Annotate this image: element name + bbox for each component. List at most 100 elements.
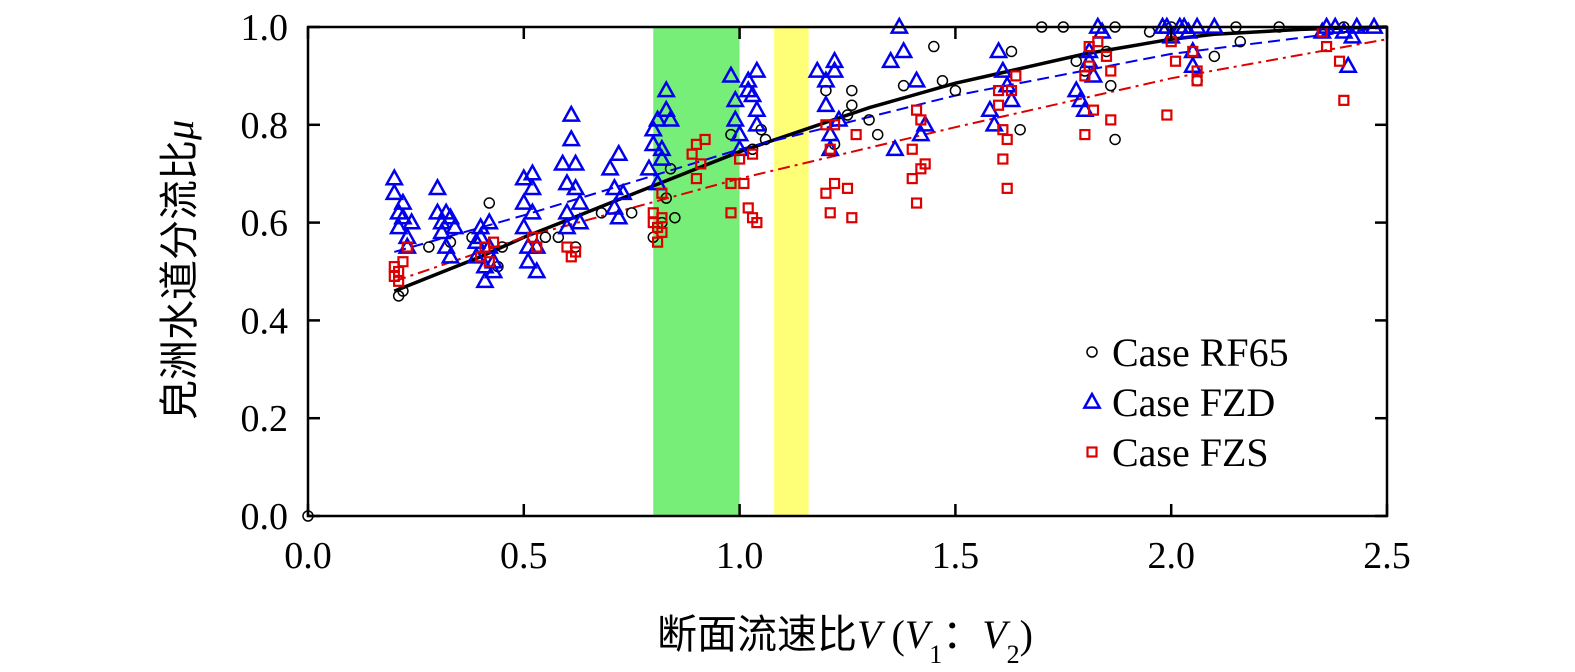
x-tick-label: 0.5 [500, 535, 548, 577]
data-point-case-fzd [514, 192, 534, 210]
data-points [302, 16, 1384, 522]
x-tick-label: 1.0 [716, 535, 764, 577]
data-point-case-fzd [911, 124, 931, 142]
data-point-case-fzd [470, 216, 491, 235]
data-point-case-rf65 [1014, 123, 1026, 136]
x-axis-v2-sub: 2 [1007, 640, 1020, 669]
data-point-case-fzs [531, 241, 543, 253]
fit-lines [393, 25, 1388, 293]
data-point-case-fzd [747, 60, 767, 78]
shaded-band-1 [774, 27, 809, 516]
plot-frame [306, 25, 1389, 518]
data-point-case-rf65 [625, 207, 638, 219]
data-point-case-fzd [652, 148, 672, 166]
data-point-case-fzs [1169, 55, 1182, 67]
data-point-case-fzd [807, 60, 828, 78]
data-point-case-fzd [725, 109, 746, 127]
axis-ticks: 0.0 0.5 1.0 1.5 2.0 2.5 0.0 0.2 0.4 0.6 0.8 1.0 [241, 7, 1411, 577]
data-point-case-fzd [527, 260, 547, 279]
data-point-case-fzd [565, 153, 586, 171]
data-point-case-fzs [915, 114, 927, 126]
data-point-case-fzd [738, 70, 758, 88]
y-tick-label: 0.0 [241, 496, 289, 538]
data-point-case-fzd [440, 207, 461, 225]
data-point-case-fzd [1178, 21, 1199, 39]
data-point-case-fzd [647, 109, 668, 127]
x-tick-label: 2.5 [1363, 535, 1411, 577]
data-point-case-fzs [656, 226, 668, 238]
data-point-case-fzd [565, 177, 586, 196]
legend-item-case-fzs: Case FZS [1086, 430, 1269, 475]
data-point-case-fzs [733, 153, 746, 165]
data-point-case-fzs [828, 177, 841, 190]
data-point-case-fzd [643, 119, 664, 137]
data-point-case-fzs [1320, 40, 1333, 53]
y-tick-label: 1.0 [241, 7, 289, 49]
data-point-case-fzd [384, 182, 405, 201]
data-point-case-rf65 [871, 128, 884, 141]
data-point-case-fzs [906, 143, 918, 155]
data-point-case-fzd [570, 212, 590, 230]
data-point-case-fzs [1105, 114, 1117, 126]
data-point-case-fzs [992, 99, 1005, 111]
data-point-case-rf65 [759, 133, 772, 146]
data-point-case-fzd [475, 270, 495, 289]
data-point-case-fzd [742, 84, 763, 103]
data-point-case-fzd [1001, 89, 1022, 108]
data-point-case-fzd [652, 138, 672, 157]
data-point-case-fzs [824, 143, 836, 155]
data-point-case-fzs [699, 133, 711, 146]
data-point-case-fzs [919, 158, 931, 170]
data-point-case-fzd [445, 216, 465, 235]
data-point-case-fzs [1105, 65, 1117, 77]
data-point-case-fzd [993, 60, 1013, 78]
series-case-fzs [388, 26, 1350, 287]
data-point-case-fzd [561, 104, 582, 122]
data-point-case-fzs [1333, 55, 1346, 67]
data-point-case-fzd [393, 207, 413, 225]
data-point-case-fzs [824, 207, 836, 219]
data-point-case-fzs [828, 119, 841, 131]
data-point-case-fzd [440, 246, 461, 264]
data-point-case-fzd [388, 216, 409, 235]
data-point-case-fzd [893, 40, 914, 59]
data-point-case-fzd [656, 99, 676, 117]
data-point-case-rf65 [1208, 50, 1221, 63]
data-point-case-fzd [436, 236, 456, 254]
x-axis-v1-sub: 1 [929, 640, 942, 669]
data-point-case-fzd [552, 153, 573, 171]
data-point-case-fzs [910, 197, 923, 209]
x-axis-title-cn: 断面流速比 [657, 612, 857, 657]
data-point-case-fzd [725, 89, 746, 108]
shaded-band-0 [653, 27, 740, 516]
data-point-case-rf65 [1005, 45, 1018, 58]
data-point-case-fzd [522, 177, 543, 196]
legend-label-case-fzd: Case FZD [1112, 380, 1275, 425]
data-point-case-rf65 [1234, 35, 1247, 48]
data-point-case-fzd [984, 114, 1004, 132]
data-point-case-fzs [820, 187, 832, 199]
data-point-case-fzs [656, 187, 668, 199]
data-point-case-fzd [643, 133, 664, 152]
data-point-case-fzs [401, 241, 413, 253]
legend-marker-case-fzs [1086, 446, 1098, 458]
x-axis-colon: ： [942, 612, 982, 657]
data-point-case-fzd [427, 177, 448, 196]
data-point-case-fzd [1079, 50, 1099, 69]
data-point-case-fzs [1187, 45, 1199, 58]
data-point-case-fzd [609, 143, 629, 161]
data-point-case-fzd [816, 70, 836, 88]
data-point-case-fzd [483, 260, 504, 279]
data-point-case-fzd [518, 251, 538, 269]
y-axis-var: μ [157, 120, 202, 141]
data-point-case-fzs [841, 182, 854, 194]
data-point-case-rf65 [539, 231, 552, 244]
x-axis-title: 断面流速比V (V1：V2) [657, 612, 1033, 669]
data-point-case-fzd [557, 216, 577, 235]
data-point-case-fzs [483, 256, 495, 268]
data-point-case-fzd [432, 212, 452, 230]
data-point-case-rf65 [846, 99, 858, 111]
data-point-case-fzd [514, 216, 534, 235]
data-point-case-fzd [1342, 26, 1363, 44]
y-tick-label: 0.2 [241, 398, 289, 440]
